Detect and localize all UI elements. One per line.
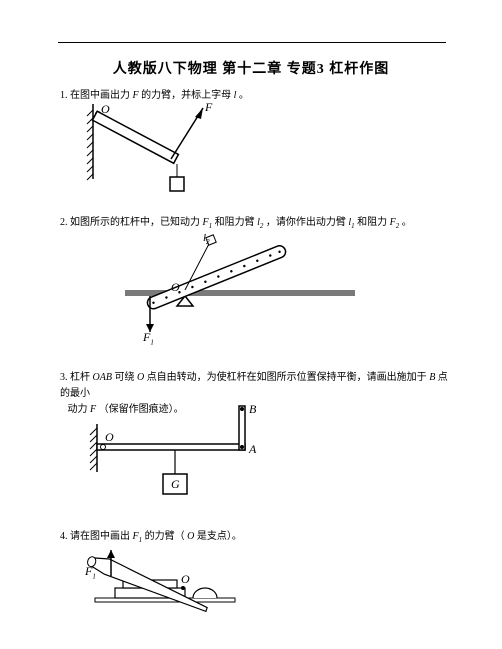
fig3-A: A <box>249 442 256 457</box>
q4-O: O <box>187 531 194 542</box>
q2-t5: 。 <box>402 217 412 228</box>
fig3-G: G <box>171 477 180 492</box>
q2-t4: 和阻力 <box>357 217 390 228</box>
top-rule <box>58 42 446 43</box>
q3-OAB: OAB <box>93 372 112 383</box>
fig3-O: O <box>105 430 114 445</box>
q2-F1: F1 <box>203 217 213 228</box>
q1-l: l <box>234 90 237 101</box>
page-title: 人教版八下物理 第十二章 专题3 杠杆作图 <box>0 58 502 78</box>
q2-t2: 和阻力臂 <box>215 217 258 228</box>
q4-F1: F1 <box>133 531 143 542</box>
question-2: 2. 如图所示的杠杆中，已知动力 F1 和阻力臂 l2 ，请你作出动力臂 l1 … <box>60 215 450 232</box>
q3-t1: 杠杆 <box>70 372 93 383</box>
q4-t3: 是支点）。 <box>197 531 242 542</box>
figure-2: l2 O F1 <box>125 232 355 347</box>
q4-t2: 的力臂（ <box>145 531 185 542</box>
q1-num: 1. <box>60 90 68 101</box>
q4-num: 4. <box>60 531 68 542</box>
fig4-F1: F1 <box>85 564 96 580</box>
q2-F2: F2 <box>390 217 400 228</box>
q2-l2: l2 <box>257 217 263 228</box>
fig4-O: O <box>181 572 190 587</box>
fig2-l2: l2 <box>203 232 210 246</box>
q2-num: 2. <box>60 217 68 228</box>
q3-num: 3. <box>60 372 68 383</box>
figure-1: O F <box>85 104 245 204</box>
q3-t3: 点自由转动，为使杠杆在如图所示位置保持平衡，请画出施加于 <box>147 372 430 383</box>
q1-F: F <box>133 90 139 101</box>
question-1: 1. 在图中画出力 F 的力臂，并标上字母 l 。 <box>60 88 450 104</box>
q3-B: B <box>429 372 435 383</box>
fig2-F1: F1 <box>143 330 154 346</box>
q3-t2: 可绕 <box>114 372 137 383</box>
q1-t1: 在图中画出力 <box>70 90 133 101</box>
q2-t3: ，请你作出动力臂 <box>266 217 349 228</box>
figure-4: O F1 <box>75 544 255 621</box>
q1-t3: 。 <box>239 90 249 101</box>
q2-t1: 如图所示的杠杆中，已知动力 <box>70 217 203 228</box>
q2-l1: l1 <box>348 217 354 228</box>
q3-O: O <box>137 372 144 383</box>
figure-3: O A B G <box>85 404 295 519</box>
fig3-B: B <box>249 402 256 417</box>
q1-t2: 的力臂，并标上字母 <box>141 90 234 101</box>
q4-t1: 请在图中画出 <box>70 531 133 542</box>
fig1-F: F <box>205 100 212 115</box>
fig2-O: O <box>171 280 180 295</box>
fig1-O: O <box>101 102 110 117</box>
